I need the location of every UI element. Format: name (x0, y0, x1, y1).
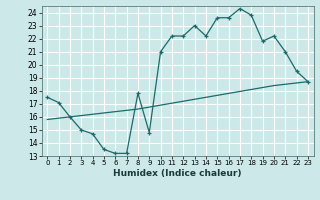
X-axis label: Humidex (Indice chaleur): Humidex (Indice chaleur) (113, 169, 242, 178)
